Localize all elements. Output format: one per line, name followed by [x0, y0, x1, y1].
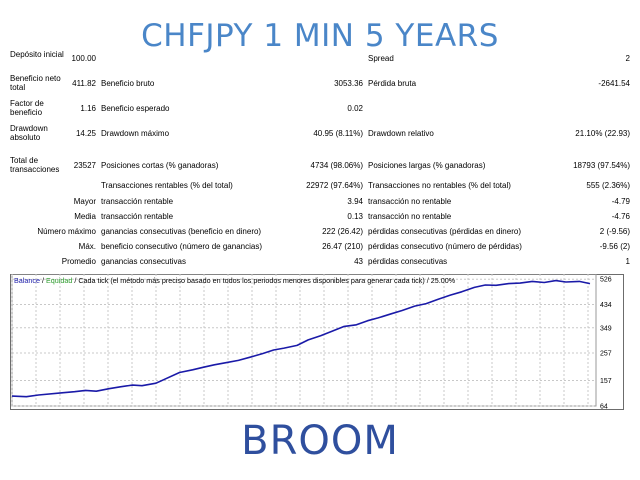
- profit-trades-value: 22972 (97.64%): [306, 181, 363, 190]
- consec-losses-money-value: 2 (-9.56): [599, 227, 630, 236]
- deposit-label: Depósito inicial: [10, 50, 64, 59]
- deposit-value: 100.00: [71, 54, 96, 63]
- average-loss-value: -4.76: [611, 212, 630, 221]
- total-trades-value: 23527: [73, 161, 96, 170]
- legend-rest: / Cada tick (el método más preciso basad…: [72, 276, 455, 285]
- largest-profit-label: transacción rentable: [101, 197, 174, 206]
- loss-trades-label: Transacciones no rentables (% del total): [368, 181, 511, 190]
- average-profit-value: 0.13: [347, 212, 363, 221]
- largest-loss-value: -4.79: [611, 197, 630, 206]
- loss-trades-value: 555 (2.36%): [586, 181, 630, 190]
- avg-consec-losses-label: pérdidas consecutivas: [368, 257, 448, 266]
- average-label: Media: [74, 212, 96, 221]
- chart-frame: [10, 274, 624, 410]
- y-axis: 526 434 349 257 157 64: [600, 277, 612, 410]
- largest-loss-label: transacción no rentable: [368, 197, 452, 206]
- largest-profit-value: 3.94: [347, 197, 363, 206]
- net-profit-value: 411.82: [72, 79, 96, 88]
- total-trades-label: Total de transacciones: [10, 156, 60, 174]
- gross-loss-value: -2641.54: [598, 79, 630, 88]
- maximal-label: Máx.: [78, 242, 96, 251]
- abs-drawdown-label: Drawdown absoluto: [10, 124, 48, 142]
- max-drawdown-value: 40.95 (8.11%): [313, 129, 363, 138]
- y-tick-label: 349: [600, 325, 612, 332]
- max-drawdown-label: Drawdown máximo: [101, 129, 170, 138]
- abs-drawdown-value: 14.25: [75, 129, 96, 138]
- chart-legend: Balance / Equidad / Cada tick (el método…: [14, 276, 456, 285]
- spread-label: Spread: [368, 54, 394, 63]
- rel-drawdown-label: Drawdown relativo: [368, 129, 434, 138]
- legend-balance: Balance: [14, 276, 40, 285]
- profit-trades-label: Transacciones rentables (% del total): [101, 181, 233, 190]
- y-tick-label: 157: [600, 378, 612, 385]
- legend-equity: Equidad: [46, 276, 72, 285]
- grid: [11, 274, 596, 407]
- expected-payoff-value: 0.02: [347, 104, 363, 113]
- expected-payoff-label: Beneficio esperado: [101, 104, 170, 113]
- long-positions-value: 18793 (97.54%): [573, 161, 630, 170]
- consec-profit-count-value: 26.47 (210): [322, 242, 363, 251]
- gross-profit-label: Beneficio bruto: [101, 79, 155, 88]
- average-profit-label: transacción rentable: [101, 212, 174, 221]
- gross-loss-label: Pérdida bruta: [368, 79, 417, 88]
- consec-wins-money-label: ganancias consecutivas (beneficio en din…: [101, 227, 262, 236]
- average-loss-label: transacción no rentable: [368, 212, 452, 221]
- max-number-label: Número máximo: [37, 227, 96, 236]
- consec-losses-money-label: pérdidas consecutivas (pérdidas en diner…: [368, 227, 521, 236]
- consec-wins-money-value: 222 (26.42): [322, 227, 363, 236]
- balance-series-line: [11, 279, 591, 398]
- consec-loss-count-value: -9.56 (2): [599, 242, 630, 251]
- profit-factor-value: 1.16: [80, 104, 96, 113]
- y-tick-label: 526: [600, 277, 612, 284]
- y-tick-label: 257: [600, 351, 612, 358]
- short-positions-value: 4734 (98.06%): [310, 161, 363, 170]
- y-tick-label: 64: [600, 404, 608, 411]
- avg-consec-losses-value: 1: [625, 257, 630, 266]
- spread-value: 2: [625, 54, 630, 63]
- top-title: CHFJPY 1 MIN 5 YEARS: [141, 18, 499, 54]
- profit-factor-label: Factor de beneficio: [10, 99, 44, 117]
- net-profit-label: Beneficio neto total: [10, 74, 61, 92]
- consec-loss-count-label: pérdidas consecutivo (número de pérdidas…: [368, 242, 522, 251]
- largest-label: Mayor: [73, 197, 96, 206]
- rel-drawdown-value: 21.10% (22.93): [575, 129, 630, 138]
- y-tick-label: 434: [600, 302, 612, 309]
- bottom-title: BROOM: [241, 418, 399, 464]
- avg-consec-wins-label: ganancias consecutivas: [101, 257, 186, 266]
- average-consec-label: Promedio: [61, 257, 96, 266]
- gross-profit-value: 3053.36: [334, 79, 363, 88]
- legend-sep: /: [40, 276, 46, 285]
- consec-profit-count-label: beneficio consecutivo (número de gananci…: [101, 242, 262, 251]
- avg-consec-wins-value: 43: [354, 257, 363, 266]
- short-positions-label: Posiciones cortas (% ganadoras): [101, 161, 219, 170]
- long-positions-label: Posiciones largas (% ganadoras): [368, 161, 486, 170]
